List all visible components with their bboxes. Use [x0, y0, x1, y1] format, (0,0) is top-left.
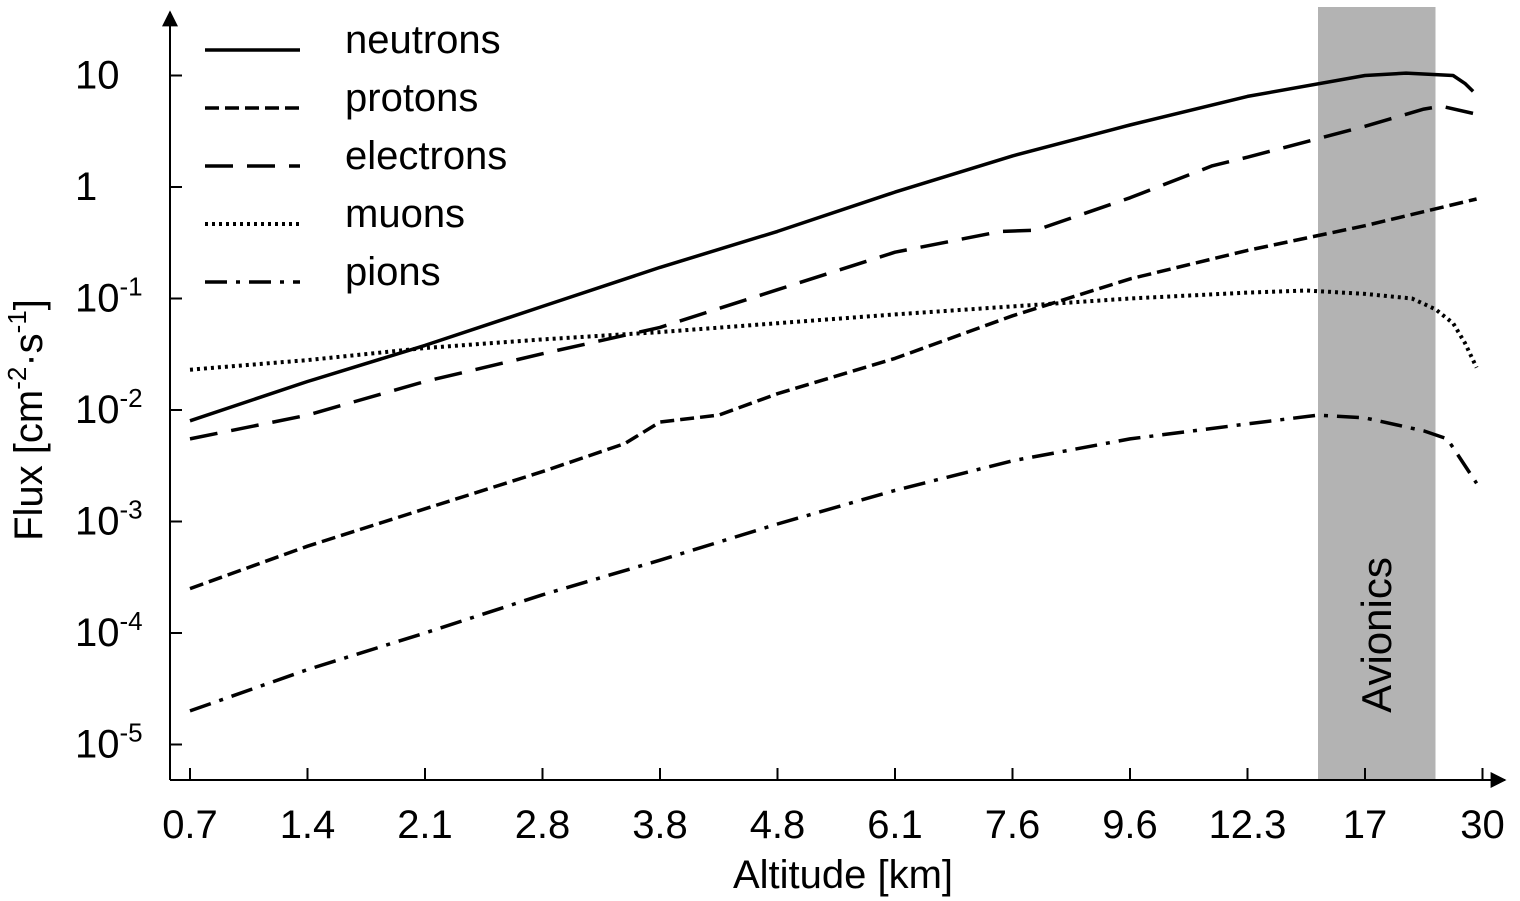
y-tick-label: 10-1 — [75, 272, 143, 321]
x-tick-label: 7.6 — [985, 803, 1041, 847]
legend-label-pions: pions — [345, 250, 441, 294]
x-tick-label: 0.7 — [162, 803, 218, 847]
legend: neutrons protons electrons muons pions — [205, 18, 507, 294]
x-tick-label: 9.6 — [1102, 803, 1158, 847]
series-neutrons — [189, 71, 1475, 423]
x-axis-title: Altitude [km] — [733, 853, 953, 897]
avionics-region: Avionics — [1318, 7, 1436, 780]
x-tick-label: 6.1 — [867, 803, 923, 847]
series-layer — [189, 71, 1479, 713]
y-tick-label: 10 — [75, 54, 120, 98]
x-tick-label: 2.8 — [515, 803, 571, 847]
y-axis-title: Flux [cm-2·s-1] — [2, 299, 51, 541]
legend-label-muons: muons — [345, 192, 465, 236]
x-tick-label: 1.4 — [280, 803, 336, 847]
x-tick-label: 4.8 — [750, 803, 806, 847]
x-tick-label: 17 — [1343, 803, 1388, 847]
series-pions — [189, 413, 1479, 713]
y-axis-title-mid: ·s — [7, 333, 51, 366]
x-tick-label: 2.1 — [397, 803, 453, 847]
y-tick-label: 10-5 — [75, 718, 143, 767]
y-axis-title-base: Flux [cm — [7, 390, 51, 541]
y-axis-title-exp2: -1 — [2, 310, 32, 333]
y-tick-label: 10-2 — [75, 383, 143, 432]
y-axis-title-end: ] — [7, 299, 51, 310]
series-electrons — [189, 104, 1477, 441]
y-axis-title-exp1: -2 — [2, 367, 32, 390]
legend-label-neutrons: neutrons — [345, 18, 501, 62]
avionics-band — [1318, 7, 1436, 780]
x-tick-label: 30 — [1460, 803, 1505, 847]
x-tick-label: 3.8 — [632, 803, 688, 847]
y-tick-label: 10-4 — [75, 606, 143, 655]
legend-label-electrons: electrons — [345, 134, 507, 178]
legend-label-protons: protons — [345, 76, 478, 120]
avionics-label: Avionics — [1353, 557, 1400, 713]
ticks: 0.7 1.4 2.1 2.8 3.8 4.8 6.1 7.6 9.6 12.3 17 30 10-5 1… — [75, 54, 1505, 848]
y-tick-label: 1 — [75, 165, 97, 209]
axes — [162, 10, 1507, 788]
x-tick-label: 12.3 — [1209, 803, 1287, 847]
series-protons — [189, 197, 1478, 591]
y-tick-label: 10-3 — [75, 495, 143, 544]
